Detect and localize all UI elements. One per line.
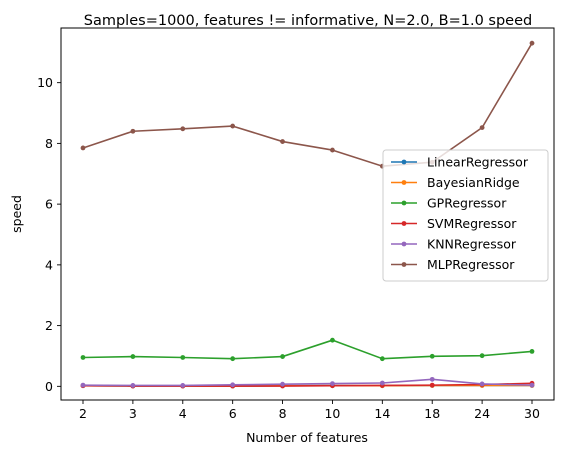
- data-point: [130, 128, 136, 134]
- legend-label: SVMRegressor: [427, 216, 517, 231]
- data-point: [529, 382, 535, 388]
- x-tick-label: 4: [179, 406, 187, 421]
- data-point: [280, 354, 285, 359]
- y-tick-label: 4: [45, 257, 53, 272]
- legend-label: LinearRegressor: [427, 155, 529, 170]
- data-point: [280, 139, 285, 144]
- legend-marker: [401, 159, 407, 165]
- data-point: [479, 125, 485, 131]
- data-point: [529, 40, 535, 46]
- y-axis: 0 2 4 6 8 10: [37, 75, 61, 394]
- legend-marker: [401, 180, 407, 185]
- x-tick-label: 3: [129, 406, 137, 421]
- series-MLPRegressor: [80, 40, 535, 169]
- legend: LinearRegressor BayesianRidge GPRegressor S…: [382, 149, 549, 282]
- data-point: [330, 147, 335, 153]
- data-point: [429, 353, 435, 359]
- data-point: [80, 145, 86, 151]
- data-point: [180, 126, 186, 132]
- legend-box: [382, 149, 549, 282]
- series-line: [82, 42, 533, 167]
- y-tick-label: 6: [45, 197, 53, 212]
- series-KNNRegressor: [80, 376, 535, 388]
- x-tick-label: 24: [474, 406, 490, 421]
- data-point: [379, 356, 385, 362]
- data-point: [80, 355, 86, 360]
- legend-marker: [401, 241, 407, 247]
- chart-title: Samples=1000, features != informative, N…: [84, 13, 532, 29]
- data-point: [180, 355, 186, 360]
- y-tick-label: 0: [45, 379, 53, 394]
- axes-frame: [60, 27, 555, 401]
- data-point: [529, 349, 535, 354]
- legend-item: KNNRegressor: [391, 237, 517, 252]
- legend-item: BayesianRidge: [391, 175, 520, 190]
- plot-area: [80, 40, 535, 389]
- data-point: [379, 380, 385, 386]
- data-point: [80, 382, 86, 388]
- data-point: [429, 382, 435, 388]
- x-tick-label: 30: [524, 406, 540, 421]
- x-axis: 2 3 4 6 8 10 14 18 24 30: [79, 400, 540, 421]
- data-point: [130, 354, 136, 359]
- data-point: [230, 382, 236, 388]
- data-point: [429, 376, 435, 382]
- data-point: [230, 356, 236, 362]
- data-point: [280, 381, 285, 387]
- series-GPRegressor: [80, 337, 535, 362]
- y-tick-label: 10: [37, 75, 53, 90]
- x-tick-label: 10: [324, 406, 340, 421]
- legend-label: BayesianRidge: [427, 175, 520, 190]
- legend-label: KNNRegressor: [427, 237, 517, 252]
- data-point: [479, 353, 485, 359]
- data-point: [330, 381, 335, 387]
- y-axis-label: speed: [9, 195, 24, 233]
- x-tick-label: 14: [374, 406, 390, 421]
- data-point: [330, 337, 335, 343]
- series-line: [82, 378, 533, 387]
- data-point: [479, 381, 485, 387]
- data-point: [230, 123, 236, 129]
- legend-label: MLPRegressor: [427, 257, 515, 272]
- legend-item: SVMRegressor: [391, 216, 517, 231]
- legend-item: LinearRegressor: [391, 155, 529, 170]
- legend-marker: [401, 200, 407, 206]
- x-tick-label: 8: [279, 406, 287, 421]
- x-tick-label: 2: [79, 406, 87, 421]
- legend-label: GPRegressor: [427, 196, 507, 211]
- y-tick-label: 8: [45, 136, 53, 151]
- legend-item: MLPRegressor: [391, 257, 515, 272]
- data-point: [130, 383, 136, 388]
- x-tick-label: 18: [424, 406, 440, 421]
- x-tick-label: 6: [229, 406, 237, 421]
- data-point: [180, 383, 186, 388]
- legend-item: GPRegressor: [391, 196, 507, 211]
- series-line: [82, 339, 533, 360]
- legend-marker: [401, 262, 407, 267]
- y-tick-label: 2: [45, 318, 53, 333]
- legend-marker: [401, 221, 407, 226]
- x-axis-label: Number of features: [246, 430, 368, 445]
